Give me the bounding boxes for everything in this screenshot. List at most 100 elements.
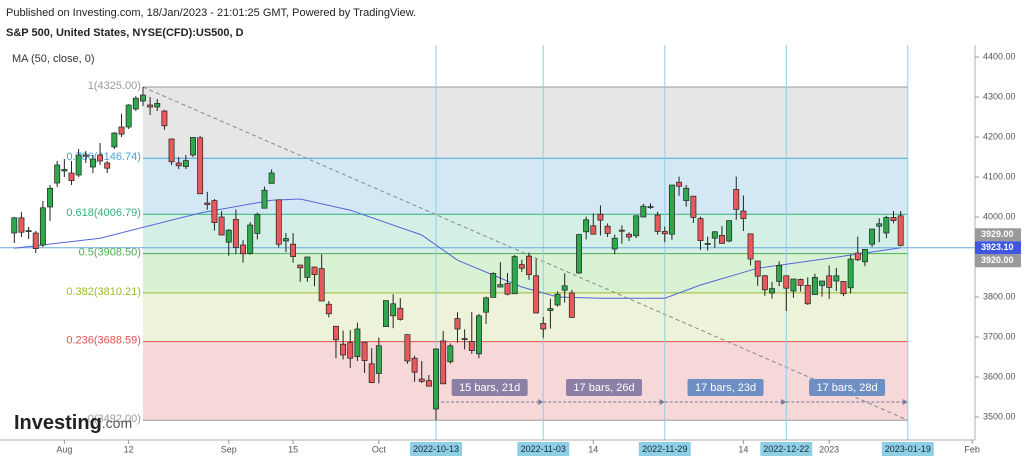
fib-level-label: 1(4325.00) xyxy=(88,80,141,92)
candle-body xyxy=(147,104,154,108)
candle-body xyxy=(290,243,297,257)
range-label: 17 bars, 28d xyxy=(816,382,877,394)
x-tick-label: 12 xyxy=(124,444,134,454)
plot-area: 1(4325.00) 0.786(4146.74) 0.618(4006.79) 0.… xyxy=(0,45,975,440)
candle-body xyxy=(461,338,468,340)
fib-band xyxy=(142,87,908,159)
x-tick-label: Feb xyxy=(964,444,980,454)
candle-body xyxy=(475,315,482,355)
candle-body xyxy=(232,219,239,248)
candle-body xyxy=(811,277,818,295)
candle-body xyxy=(354,328,361,357)
fib-level-label: 0.5(3908.50) xyxy=(79,247,141,259)
candle-body xyxy=(540,323,547,330)
candle-body xyxy=(583,219,590,233)
candle-body xyxy=(225,229,232,243)
candle-body xyxy=(547,308,554,311)
candle-body xyxy=(568,292,575,318)
range-label: 17 bars, 23d xyxy=(695,382,756,394)
candle-body xyxy=(404,334,411,362)
candle-body xyxy=(311,266,318,275)
fib-level-label: 0.786(4146.74) xyxy=(66,151,141,163)
price-label: 3920.00 xyxy=(981,255,1014,265)
candle-body xyxy=(411,357,418,373)
candle-body xyxy=(125,104,132,128)
candle-body xyxy=(190,137,196,156)
x-tick-label: 2023 xyxy=(819,444,839,454)
candle-body xyxy=(826,275,833,288)
candle-body xyxy=(576,234,582,274)
fib-trend-line xyxy=(142,86,909,421)
candle-body xyxy=(18,217,25,233)
candle-body xyxy=(333,325,339,341)
range-arrow-head xyxy=(538,399,544,405)
candle-body xyxy=(97,154,104,162)
candle-body xyxy=(876,223,883,227)
candle-body xyxy=(168,138,175,163)
candle-body xyxy=(854,252,861,261)
fib-level-label: 0.382(3810.21) xyxy=(66,286,141,298)
candle-body xyxy=(633,215,640,237)
candle-body xyxy=(676,181,683,187)
y-tick-label: 4200.00 xyxy=(983,131,1016,141)
date-marker-box xyxy=(760,442,813,456)
candle-body xyxy=(711,231,718,239)
range-label-box xyxy=(809,379,886,396)
candle-body xyxy=(847,258,854,289)
published-note: Published on Investing.com, 18/Jan/2023 … xyxy=(6,7,416,19)
candle-body xyxy=(661,231,668,235)
candle-body xyxy=(897,215,904,246)
y-tick-label: 4100.00 xyxy=(983,171,1016,181)
candle-body xyxy=(204,202,211,205)
candle-body xyxy=(769,288,775,294)
candle-body xyxy=(719,235,725,244)
x-tick-label: Aug xyxy=(56,444,72,454)
candle-body xyxy=(361,341,368,361)
candle-body xyxy=(504,283,511,295)
candle-body xyxy=(797,279,804,286)
x-tick-label: Oct xyxy=(372,444,387,454)
candle-body xyxy=(104,162,111,169)
candle-body xyxy=(325,303,332,315)
candle-body xyxy=(82,154,89,157)
candle-body xyxy=(47,187,53,208)
candle-body xyxy=(511,256,518,295)
candle-body xyxy=(418,378,425,382)
candle-body xyxy=(668,184,675,235)
candle-body xyxy=(518,264,525,269)
candle-body xyxy=(132,97,139,110)
candle-body xyxy=(747,233,754,260)
y-tick-label: 4400.00 xyxy=(983,51,1016,61)
candle-body xyxy=(247,224,254,254)
candle-body xyxy=(11,217,18,234)
candle-body xyxy=(611,237,618,250)
date-marker-label: 2022-11-03 xyxy=(521,444,566,454)
candle-body xyxy=(833,275,840,282)
candle-body xyxy=(740,210,747,219)
candle-body xyxy=(75,154,82,176)
candle-body xyxy=(39,207,46,246)
candle-body xyxy=(440,340,447,385)
price-label-box xyxy=(975,254,1021,268)
candle-body xyxy=(468,341,475,351)
candle-body xyxy=(425,380,432,387)
candle-body xyxy=(240,244,246,255)
candle-body xyxy=(211,200,218,223)
y-tick-label: 3600.00 xyxy=(983,371,1016,381)
candle-body xyxy=(118,126,125,135)
candle-body xyxy=(347,342,354,359)
indicator-label: MA (50, close, 0) xyxy=(12,53,95,65)
candle-body xyxy=(175,162,182,167)
candle-body xyxy=(268,172,275,184)
candle-body xyxy=(375,345,382,374)
fib-band xyxy=(142,158,908,215)
candle-body xyxy=(32,232,39,249)
x-tick-label: Sep xyxy=(221,444,237,454)
candle-body xyxy=(433,348,439,410)
y-tick-label: 3500.00 xyxy=(983,411,1016,421)
candle-body xyxy=(483,297,490,313)
candle-body xyxy=(733,189,740,210)
date-marker-box xyxy=(638,442,691,456)
candle-body xyxy=(254,214,261,234)
